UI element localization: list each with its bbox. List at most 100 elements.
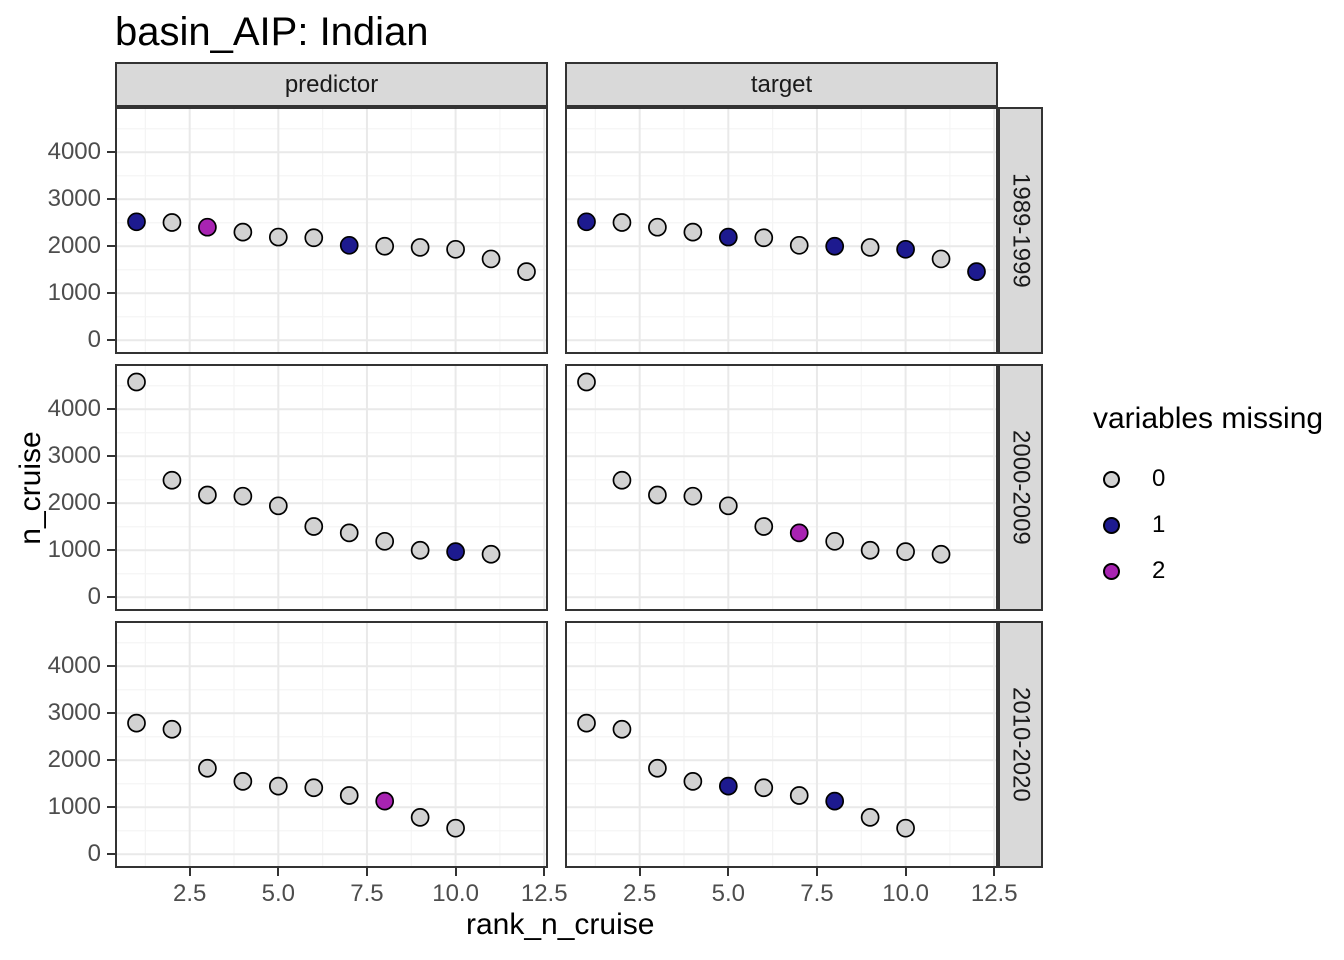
data-point <box>268 776 288 796</box>
y-tick-label: 3000 <box>47 442 101 470</box>
x-axis-title: rank_n_cruise <box>466 908 655 941</box>
x-tick-label: 7.5 <box>350 880 384 907</box>
data-point <box>162 719 182 739</box>
data-point <box>718 496 738 516</box>
data-point <box>896 542 915 562</box>
panel-canvas <box>117 623 546 866</box>
data-point <box>931 249 951 269</box>
x-tick-mark <box>543 868 546 876</box>
y-tick-label: 2000 <box>47 489 101 517</box>
y-tick-mark <box>107 853 115 856</box>
data-point <box>896 818 915 838</box>
data-point <box>517 262 536 281</box>
y-tick-mark <box>107 292 115 295</box>
data-point <box>825 791 845 811</box>
x-tick-label: 5.0 <box>711 880 745 907</box>
facet-strip-predictor: predictor <box>115 62 548 107</box>
legend-key-circle-icon <box>1103 516 1120 534</box>
y-tick-mark <box>107 455 115 458</box>
y-tick-label: 4000 <box>47 395 101 423</box>
y-tick-label: 2000 <box>47 746 101 774</box>
y-tick-label: 4000 <box>47 138 101 166</box>
data-point <box>860 238 880 257</box>
data-point <box>718 227 738 247</box>
data-point <box>683 772 703 791</box>
data-point <box>577 713 596 733</box>
y-tick-mark <box>107 339 115 342</box>
legend-label: 0 <box>1152 465 1166 492</box>
panel-target-2010-2020 <box>565 621 998 868</box>
y-tick-mark <box>107 408 115 411</box>
data-point <box>304 228 324 248</box>
data-point <box>612 719 632 739</box>
data-point <box>162 213 182 232</box>
x-tick-label: 7.5 <box>800 880 834 907</box>
data-point <box>127 713 146 733</box>
data-point <box>754 778 774 798</box>
y-tick-mark <box>107 549 115 552</box>
legend-item-2: 2 <box>1093 548 1323 594</box>
data-point <box>375 531 395 551</box>
data-point <box>304 778 324 798</box>
data-point <box>268 227 288 247</box>
data-point <box>233 772 253 791</box>
x-tick-mark <box>454 868 457 876</box>
x-tick-mark <box>815 868 818 876</box>
y-tick-label: 0 <box>87 583 101 611</box>
data-point <box>233 222 253 242</box>
data-point <box>339 786 359 805</box>
data-point <box>577 212 596 232</box>
data-point <box>410 808 430 827</box>
panel-target-2000-2009 <box>565 364 998 611</box>
data-point <box>481 249 501 269</box>
data-point <box>789 523 809 543</box>
legend: variables missing 0 1 2 <box>1093 402 1323 594</box>
x-tick-mark <box>638 868 641 876</box>
y-tick-label: 2000 <box>47 232 101 260</box>
panel-predictor-2010-2020 <box>115 621 548 868</box>
data-point <box>375 791 395 811</box>
data-point <box>410 238 430 257</box>
panel-canvas <box>567 623 996 866</box>
y-tick-mark <box>107 596 115 599</box>
y-tick-mark <box>107 198 115 201</box>
x-tick-label: 5.0 <box>261 880 295 907</box>
data-point <box>446 239 465 259</box>
y-tick-label: 1000 <box>47 793 101 821</box>
data-point <box>612 213 632 232</box>
y-tick-mark <box>107 245 115 248</box>
data-point <box>446 542 465 562</box>
data-point <box>127 212 146 232</box>
data-point <box>304 517 324 536</box>
legend-key-circle-icon <box>1103 562 1120 580</box>
panel-canvas <box>567 366 996 609</box>
data-point <box>198 758 217 778</box>
legend-key-circle-icon <box>1103 470 1120 488</box>
data-point <box>339 235 359 255</box>
data-point <box>198 217 217 237</box>
legend-item-1: 1 <box>1093 502 1323 548</box>
data-point <box>683 222 703 242</box>
data-point <box>648 758 667 778</box>
data-point <box>339 523 359 543</box>
legend-item-0: 0 <box>1093 456 1323 502</box>
x-tick-mark <box>904 868 907 876</box>
x-tick-label: 10.0 <box>882 880 929 907</box>
data-point <box>683 486 703 506</box>
x-tick-label: 12.5 <box>970 880 1018 907</box>
x-tick-label: 10.0 <box>432 880 479 907</box>
data-point <box>718 776 738 796</box>
panel-canvas <box>117 366 546 609</box>
x-tick-mark <box>727 868 730 876</box>
data-point <box>931 544 951 564</box>
legend-label: 1 <box>1152 511 1166 538</box>
panel-canvas <box>117 109 546 352</box>
facet-strip-label: target <box>750 70 813 98</box>
x-tick-label: 2.5 <box>622 880 657 907</box>
data-point <box>612 470 632 490</box>
y-tick-label: 4000 <box>47 652 101 680</box>
facet-strip-label: predictor <box>284 70 379 98</box>
data-point <box>860 808 880 827</box>
data-point <box>233 486 253 506</box>
